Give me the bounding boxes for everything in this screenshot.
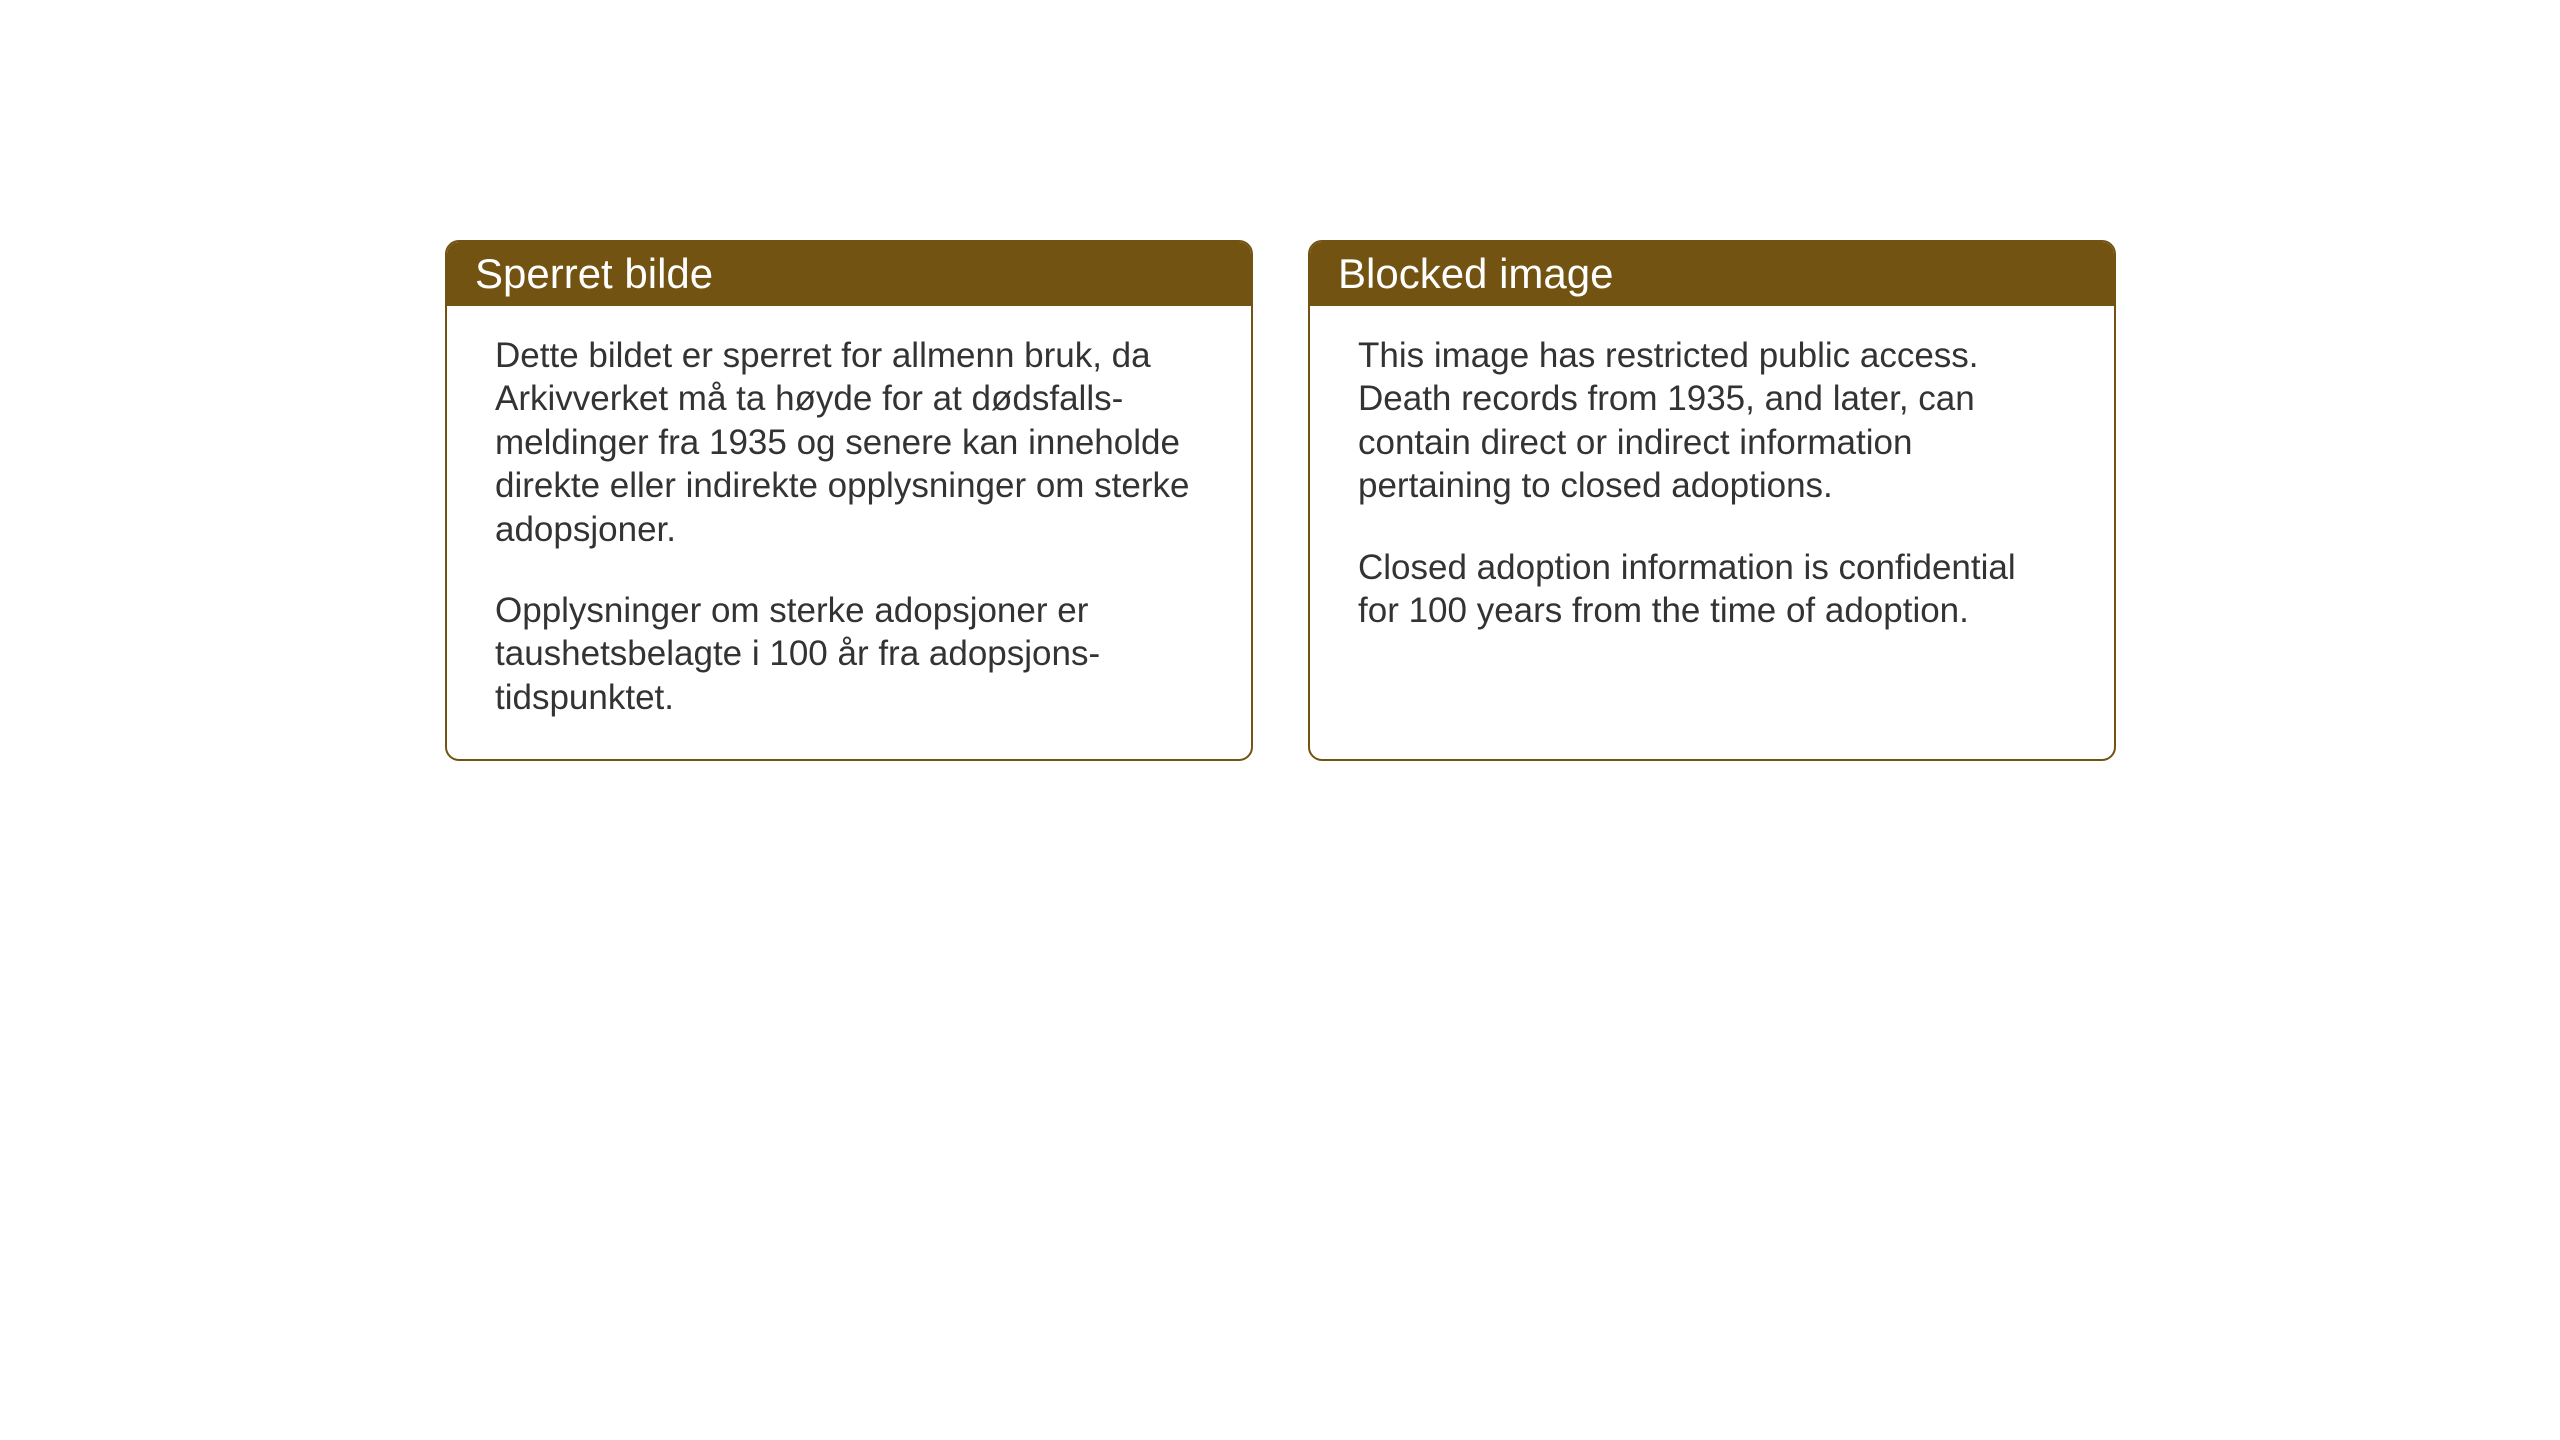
card-paragraph-1-english: This image has restricted public access.… <box>1358 334 2066 508</box>
card-norwegian: Sperret bilde Dette bildet er sperret fo… <box>445 240 1253 761</box>
card-body-english: This image has restricted public access.… <box>1310 306 2114 714</box>
card-title-english: Blocked image <box>1338 250 1613 297</box>
cards-container: Sperret bilde Dette bildet er sperret fo… <box>445 240 2116 761</box>
card-paragraph-2-english: Closed adoption information is confident… <box>1358 546 2066 633</box>
card-text-norwegian: Dette bildet er sperret for allmenn bruk… <box>495 334 1203 719</box>
card-header-norwegian: Sperret bilde <box>447 242 1251 306</box>
card-body-norwegian: Dette bildet er sperret for allmenn bruk… <box>447 306 1251 759</box>
card-title-norwegian: Sperret bilde <box>475 250 713 297</box>
card-text-english: This image has restricted public access.… <box>1358 334 2066 632</box>
card-header-english: Blocked image <box>1310 242 2114 306</box>
card-english: Blocked image This image has restricted … <box>1308 240 2116 761</box>
card-paragraph-1-norwegian: Dette bildet er sperret for allmenn bruk… <box>495 334 1203 551</box>
card-paragraph-2-norwegian: Opplysninger om sterke adopsjoner er tau… <box>495 589 1203 719</box>
